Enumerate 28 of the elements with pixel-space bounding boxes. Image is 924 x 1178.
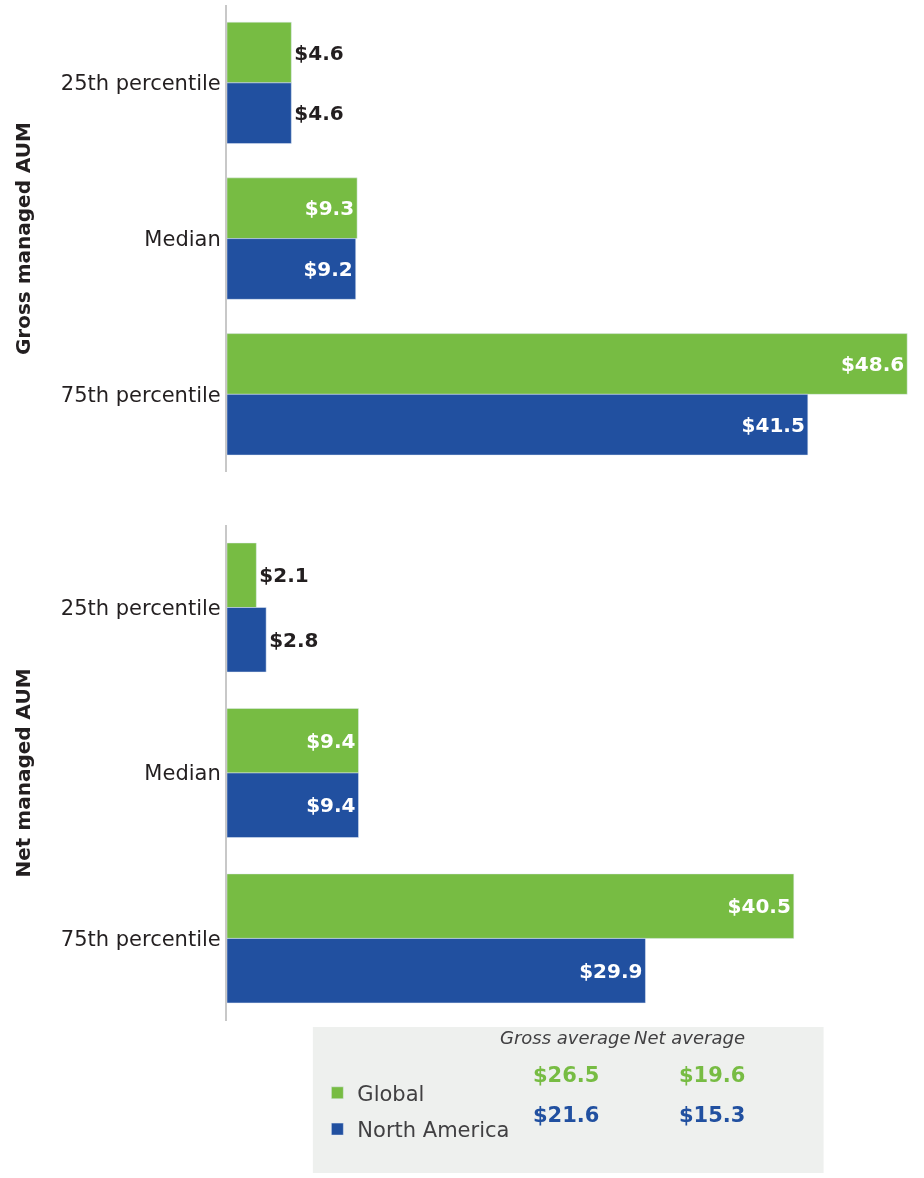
data-label: $29.9 <box>579 958 643 983</box>
legend-label: North America <box>357 1118 510 1143</box>
text: Gross average <box>500 1027 631 1048</box>
data-label: $9.4 <box>306 793 356 818</box>
y-axis-title: Gross managed AUM <box>10 122 35 356</box>
data-label: $2.1 <box>259 563 309 588</box>
text: $26.5 <box>533 1063 600 1087</box>
legend-label: Global <box>357 1081 425 1106</box>
y-tick-label: Median <box>144 761 221 786</box>
y-tick-label: 75th percentile <box>60 926 221 951</box>
data-label: $9.3 <box>304 196 355 221</box>
data-label: $40.5 <box>727 894 791 919</box>
text: Net average <box>634 1027 746 1048</box>
data-label: $4.6 <box>294 101 344 126</box>
text: $21.6 <box>533 1103 600 1127</box>
y-tick-label: 25th percentile <box>60 595 221 620</box>
data-label: $41.5 <box>741 412 805 437</box>
y-tick-label: 75th percentile <box>60 382 221 407</box>
text: $19.6 <box>679 1063 746 1087</box>
text: $15.3 <box>679 1103 746 1127</box>
y-axis-title: Net managed AUM <box>10 668 35 878</box>
y-tick-label: Median <box>144 226 221 251</box>
data-label: $2.8 <box>269 627 319 652</box>
data-label: $9.4 <box>306 728 356 753</box>
data-label: $4.6 <box>294 40 344 65</box>
data-label: $48.6 <box>840 351 905 376</box>
data-label: $9.2 <box>303 256 353 281</box>
y-tick-label: 25th percentile <box>60 71 221 96</box>
